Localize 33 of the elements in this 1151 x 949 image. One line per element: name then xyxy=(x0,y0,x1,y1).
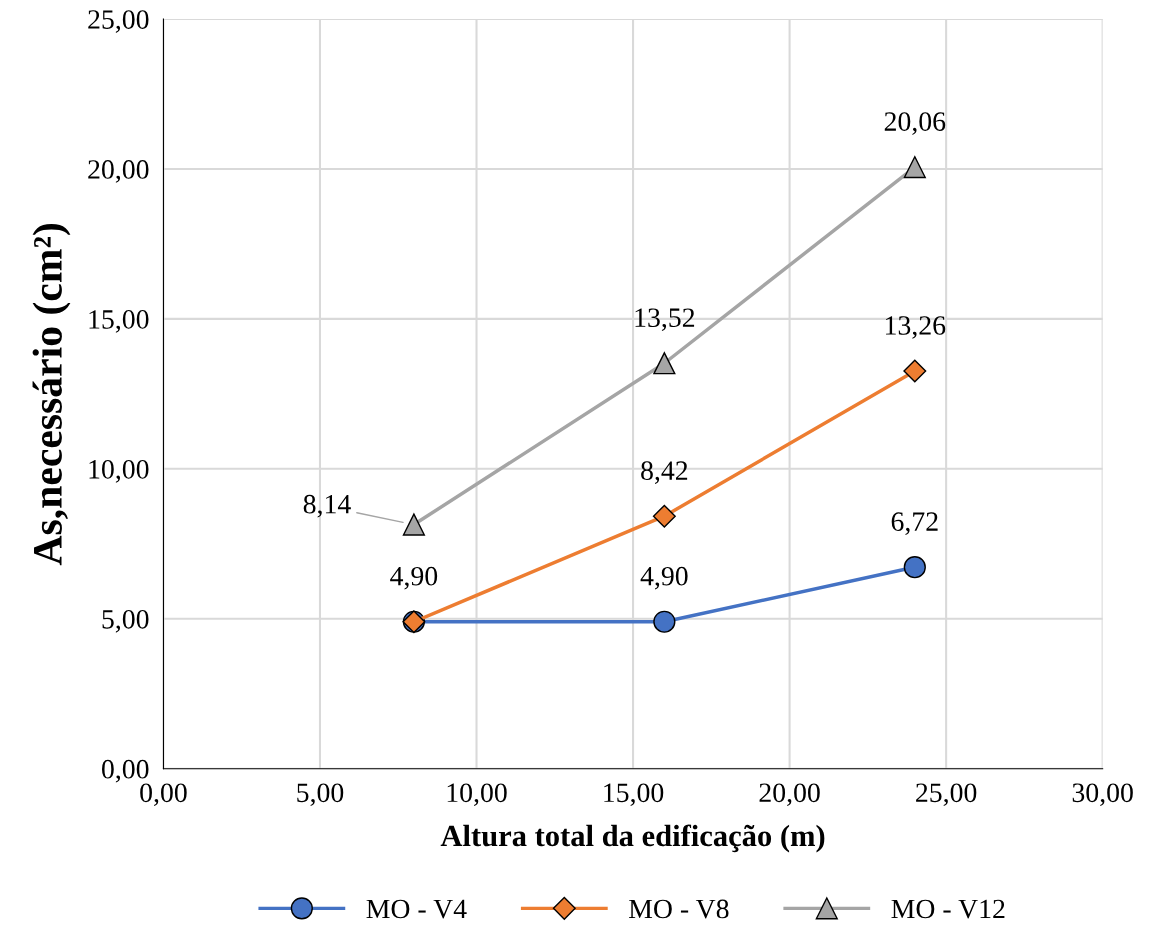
point xyxy=(903,359,927,383)
legend-label: MO - V4 xyxy=(366,899,467,919)
x-axis-title: Altura total da edificação (m) xyxy=(440,824,825,853)
data-label: 4,90 xyxy=(640,566,688,590)
point xyxy=(653,352,676,375)
point xyxy=(402,513,426,536)
data-label: 13,52 xyxy=(635,308,695,332)
y-axis-title: As,necessário (cm²) xyxy=(32,223,71,566)
data-label: 8,42 xyxy=(641,461,688,484)
x-tick-label: 5,00 xyxy=(297,783,344,807)
point xyxy=(652,504,676,528)
legend-label: MO - V12 xyxy=(891,899,1005,919)
legend-label: MO - V8 xyxy=(629,899,729,919)
y-tick-label: 5,00 xyxy=(102,609,149,633)
data-label: 13,26 xyxy=(886,316,946,339)
y-tick-label: 10,00 xyxy=(89,459,149,483)
x-tick-label: 30,00 xyxy=(1072,783,1133,807)
x-tick-label: 10,00 xyxy=(447,783,507,807)
data-label: 20,06 xyxy=(884,112,946,135)
x-tick-label: 25,00 xyxy=(916,783,977,807)
data-label: 4,90 xyxy=(390,566,438,590)
data-label: 8,14 xyxy=(303,494,351,518)
point xyxy=(903,156,926,179)
data-label: 6,72 xyxy=(891,512,938,535)
y-tick-label: 0,00 xyxy=(102,759,149,783)
x-tick-label: 20,00 xyxy=(759,783,820,807)
y-tick-label: 20,00 xyxy=(88,160,149,183)
y-tick-label: 15,00 xyxy=(89,310,149,333)
y-tick-label: 25,00 xyxy=(88,10,149,33)
x-tick-label: 0,00 xyxy=(140,783,187,807)
x-tick-label: 15,00 xyxy=(604,783,664,807)
point xyxy=(653,610,676,633)
point xyxy=(903,556,926,579)
